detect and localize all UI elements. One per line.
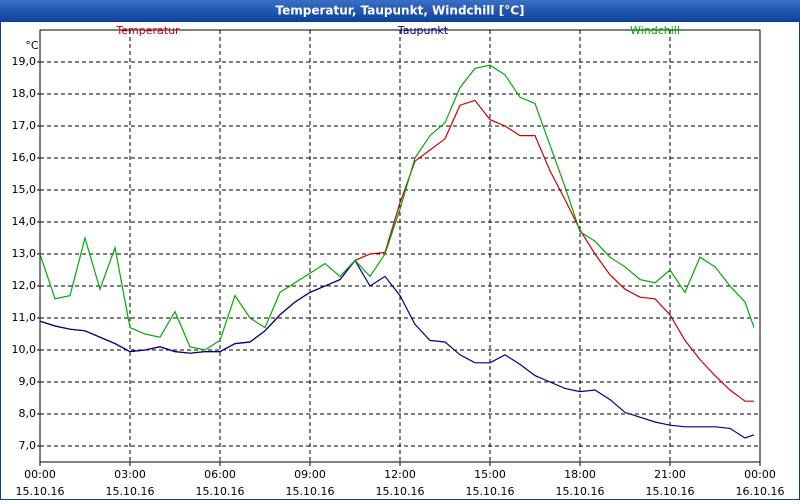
y-tick-label: 8,0 [19,407,37,420]
x-tick-label: 06:00 15.10.16 [196,468,245,498]
y-tick-label: 7,0 [19,439,37,452]
y-tick-label: 9,0 [19,375,37,388]
chart-title: Temperatur, Taupunkt, Windchill [°C] [276,4,525,18]
y-tick-label: 10,0 [12,343,37,356]
x-tick-label: 18:00 15.10.16 [556,468,605,498]
title-bar [0,0,800,22]
x-tick-label: 03:00 15.10.16 [106,468,155,498]
legend-label: Windchill [630,24,680,37]
legend-label: Temperatur [115,24,180,37]
x-tick-label: 09:00 15.10.16 [286,468,335,498]
x-tick-label: 15:00 15.10.16 [466,468,515,498]
x-tick-label: 00:00 15.10.16 [16,468,65,498]
legend-label: Taupunkt [397,24,449,37]
y-tick-label: 19,0 [12,55,37,68]
y-tick-label: 16,0 [12,151,37,164]
series-line [39,64,755,351]
x-tick-label: 00:00 16.10.16 [736,468,785,498]
x-tick-label: 21:00 15.10.16 [646,468,695,498]
y-tick-label: 15,0 [12,183,37,196]
y-tick-label: 17,0 [12,119,37,132]
y-tick-label: 14,0 [12,215,37,228]
y-tick-label: 18,0 [12,87,37,100]
y-tick-label: 13,0 [12,247,37,260]
x-tick-label: 12:00 15.10.16 [376,468,425,498]
y-tick-label: 12,0 [12,279,37,292]
y-tick-label: 11,0 [12,311,37,324]
series-line [39,259,755,439]
y-unit: °C [25,39,39,52]
